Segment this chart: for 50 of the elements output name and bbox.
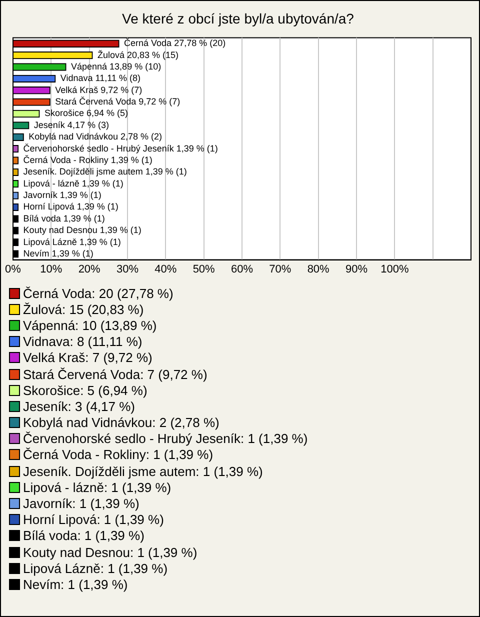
- category-label: Vidnava 11,11 % (8): [60, 73, 140, 84]
- text: Vidnava: 8 (11,11 %): [23, 334, 142, 350]
- category-label: Jeseník. Dojížděli jsme autem 1,39 % (1): [23, 166, 187, 177]
- category-label: Nevím 1,39 % (1): [23, 248, 94, 258]
- category-label: Skorošice 6,94 % (5): [44, 108, 128, 118]
- text: Kobylá nad Vidnávkou: 2 (2,78 %): [23, 415, 220, 430]
- x-tick-label: 30%: [116, 263, 139, 276]
- category-label: Velká Kraš 9,72 % (7): [55, 84, 142, 95]
- text: Kouty nad Desnou: 1 (1,39 %): [23, 544, 198, 560]
- category-label: Stará Červená Voda 9,72 % (7): [55, 96, 180, 107]
- text: Stará Červená Voda: 7 (9,72 %): [23, 366, 208, 382]
- category-label: Javorník 1,39 % (1): [23, 190, 102, 200]
- x-tick-label: 10%: [40, 263, 62, 276]
- text: Nevím: 1 (1,39 %): [23, 576, 128, 592]
- text: Jeseník. Dojížděli jsme autem: 1 (1,39 %): [23, 464, 263, 479]
- category-label: Červenohorské sedlo - Hrubý Jeseník 1,39 % (1): [23, 143, 218, 154]
- category-label: Jeseník 4,17 % (3): [34, 120, 109, 130]
- category-label: Černá Voda 27,78 % (20): [124, 38, 226, 48]
- text: Žulová: 15 (20,83 %): [23, 302, 144, 317]
- text: Červenohorské sedlo - Hrubý Jeseník: 1 (1,39 %): [23, 431, 308, 446]
- x-tick-label: 60%: [230, 263, 254, 276]
- category-label: Vápenná 13,89 % (10): [71, 61, 162, 72]
- text: Černá Voda - Rokliny: 1 (1,39 %): [23, 447, 214, 462]
- x-tick-label: 100%: [380, 263, 409, 276]
- text: Javorník: 1 (1,39 %): [23, 496, 140, 512]
- text: Skorošice: 5 (6,94 %): [23, 382, 148, 398]
- category-label: Žulová 20,83 % (15): [98, 50, 179, 60]
- category-label: Kobylá nad Vidnávkou 2,78 % (2): [28, 132, 162, 142]
- x-tick-label: 40%: [154, 263, 177, 276]
- text: Velká Kraš: 7 (9,72 %): [23, 350, 152, 366]
- text: Jeseník: 3 (4,17 %): [23, 398, 135, 414]
- text: Lipová - lázně: 1 (1,39 %): [23, 480, 172, 495]
- category-label: Černá Voda - Rokliny 1,39 % (1): [23, 154, 152, 165]
- category-label: Lipová - lázně 1,39 % (1): [23, 178, 124, 188]
- x-tick-label: 70%: [269, 263, 292, 276]
- text: Horní Lipová: 1 (1,39 %): [23, 512, 164, 528]
- text: Vápenná: 10 (13,89 %): [23, 318, 157, 333]
- category-label: Bílá voda 1,39 % (1): [23, 213, 105, 224]
- text: Bílá voda: 1 (1,39 %): [23, 528, 144, 544]
- text: Černá Voda: 20 (27,78 %): [23, 286, 174, 301]
- x-tick-label: 0%: [5, 263, 22, 276]
- text: Lipová Lázně: 1 (1,39 %): [23, 560, 168, 576]
- x-tick-label: 50%: [192, 263, 216, 276]
- x-tick-label: 20%: [78, 263, 101, 276]
- chart-title: Ve které z obcí jste byl/a ubytován/a?: [122, 10, 354, 26]
- x-tick-label: 90%: [345, 263, 368, 276]
- category-label: Lipová Lázně 1,39 % (1): [23, 236, 121, 247]
- x-tick-label: 80%: [307, 263, 330, 276]
- category-label: Horní Lipová 1,39 % (1): [23, 202, 118, 212]
- category-label: Kouty nad Desnou 1,39 % (1): [23, 225, 142, 236]
